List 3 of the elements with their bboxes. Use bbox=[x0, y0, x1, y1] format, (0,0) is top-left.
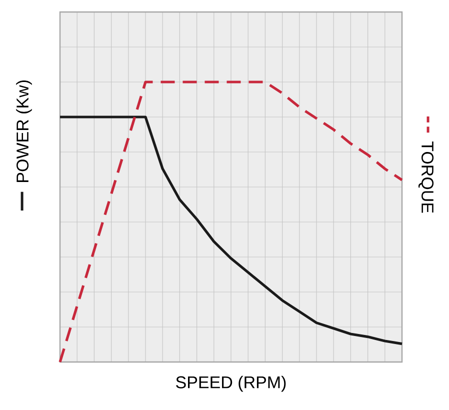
y2-axis-title: TORQUE bbox=[418, 141, 434, 213]
y-axis-title: POWER (Kw) bbox=[16, 80, 32, 182]
x-axis-title: SPEED (RPM) bbox=[176, 376, 286, 392]
